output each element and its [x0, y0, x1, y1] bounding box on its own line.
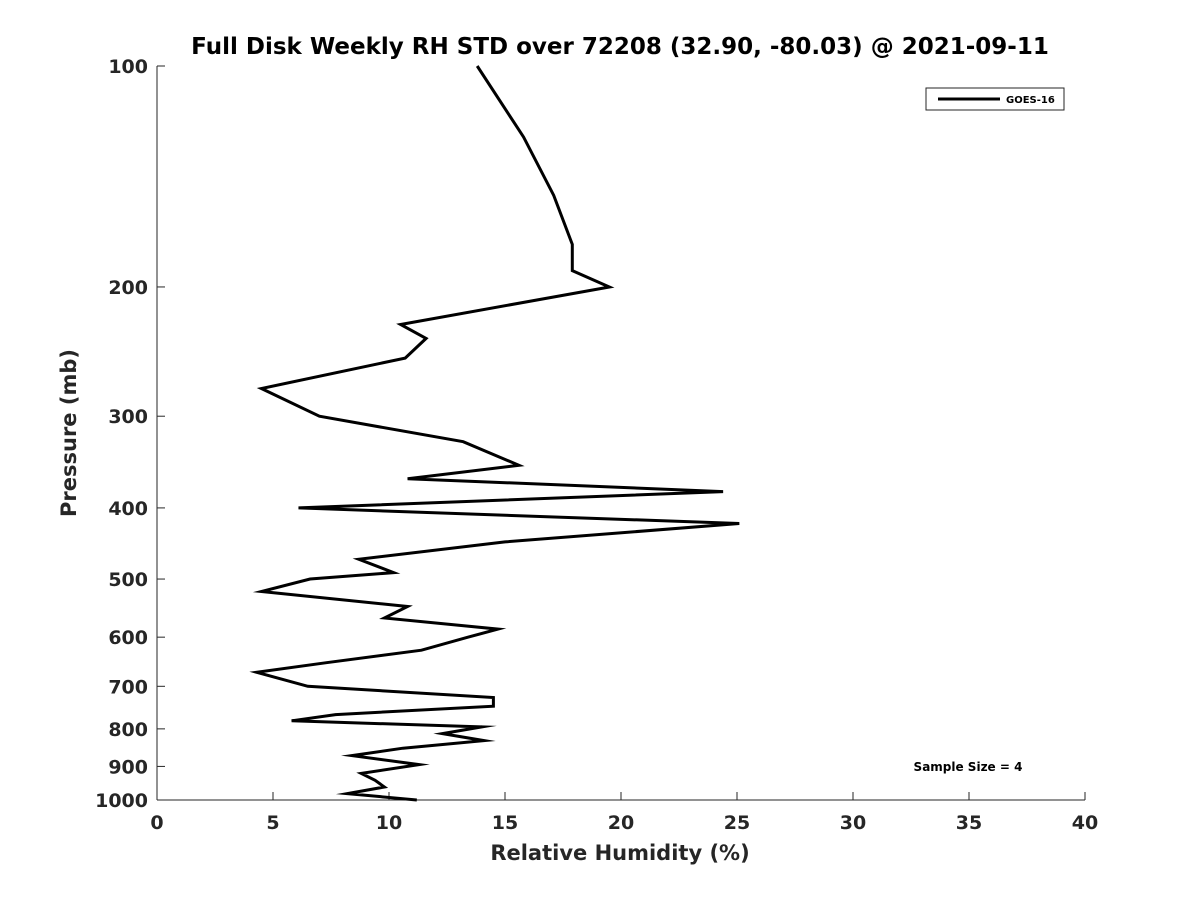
- x-tick-label: 15: [492, 812, 518, 834]
- x-tick-label: 30: [840, 812, 866, 834]
- x-tick-label: 10: [376, 812, 402, 834]
- y-tick-label: 600: [108, 627, 148, 649]
- sample-size-annotation: Sample Size = 4: [914, 760, 1023, 774]
- y-tick-label: 300: [108, 406, 148, 428]
- y-tick-label: 800: [108, 719, 148, 741]
- legend: GOES-16: [925, 87, 1065, 111]
- y-tick-group: 100 200 300 400 500 600 700 800 900 1000: [95, 56, 165, 812]
- series-layer: [249, 65, 740, 802]
- x-tick-label: 25: [724, 812, 750, 834]
- y-tick-label: 900: [108, 756, 148, 778]
- chart-title: Full Disk Weekly RH STD over 72208 (32.9…: [191, 34, 1049, 60]
- x-axis-label: Relative Humidity (%): [490, 841, 749, 865]
- y-tick-label: 700: [108, 676, 148, 698]
- y-axis-label: Pressure (mb): [57, 349, 81, 517]
- y-tick-label: 400: [108, 498, 148, 520]
- series-line-goes-16: [249, 65, 740, 802]
- x-tick-label: 40: [1072, 812, 1098, 834]
- legend-label-goes-16: GOES-16: [1006, 95, 1055, 106]
- x-tick-label: 20: [608, 812, 634, 834]
- y-tick-label: 200: [108, 277, 148, 299]
- y-tick-label: 100: [108, 56, 148, 78]
- y-tick-label: 500: [108, 569, 148, 591]
- y-tick-label: 1000: [95, 790, 148, 812]
- x-tick-label: 0: [150, 812, 163, 834]
- x-tick-label: 5: [266, 812, 279, 834]
- x-tick-group: 0 5 10 15 20 25 30 35 40: [150, 792, 1098, 834]
- x-tick-label: 35: [956, 812, 982, 834]
